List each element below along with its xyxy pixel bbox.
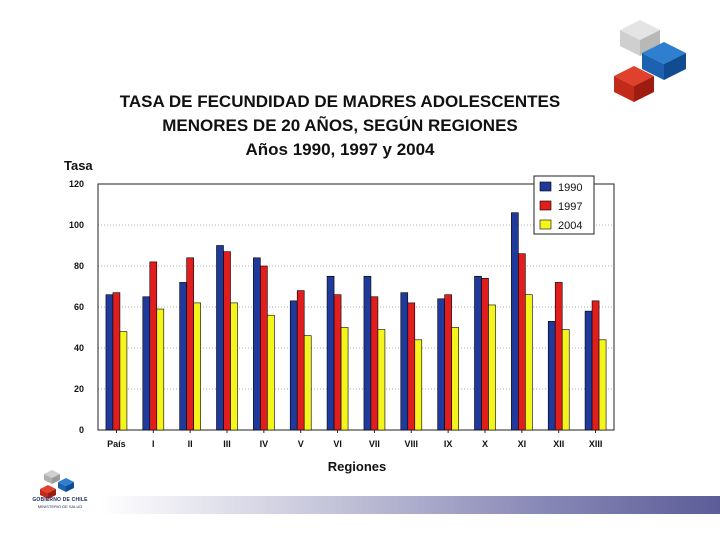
bar-1990-III [216, 245, 224, 431]
x-tick-label: I [152, 439, 155, 449]
bar-1997-VI [333, 294, 342, 431]
bar-1990-II [179, 282, 187, 431]
y-tick-label: 80 [74, 261, 84, 271]
bar-2004-XI [525, 294, 533, 431]
legend-swatch-1990 [539, 181, 552, 192]
bar-1990-XIII [584, 310, 593, 431]
bar-1990-País [105, 294, 114, 431]
bar-2004-III [230, 302, 238, 431]
x-tick-label: XI [518, 439, 527, 449]
legend-swatch-1997 [539, 200, 552, 211]
government-name: GOBIERNO DE CHILE [32, 497, 88, 503]
chart-subtitle: Años 1990, 1997 y 2004 [245, 140, 435, 159]
legend-swatch-2004 [539, 219, 552, 230]
bar-1990-V [289, 300, 298, 431]
x-tick-label: VIII [405, 439, 419, 449]
y-tick-label: 60 [74, 302, 84, 312]
bar-1997-III [223, 251, 231, 431]
bar-1990-XII [547, 321, 556, 431]
bar-1997-VIII [407, 302, 416, 431]
chile-government-cubes-icon [614, 20, 686, 102]
bar-1997-IX [444, 294, 452, 431]
x-tick-label: IV [260, 439, 269, 449]
bar-1990-X [474, 275, 482, 431]
bar-1990-XI [511, 212, 519, 431]
bar-1997-IV [260, 265, 268, 431]
x-tick-label: II [188, 439, 193, 449]
legend-label-2004: 2004 [558, 220, 582, 232]
bar-1997-XIII [591, 300, 600, 431]
bar-2004-País [119, 331, 128, 431]
legend-label-1990: 1990 [558, 182, 582, 194]
bar-1990-IV [253, 257, 261, 431]
bar-2004-VIII [414, 339, 423, 431]
x-tick-label: XIII [589, 439, 603, 449]
bar-2004-VII [377, 329, 386, 431]
chart-title-line1: TASA DE FECUNDIDAD DE MADRES ADOLESCENTE… [119, 92, 561, 111]
y-axis-label: Tasa [64, 158, 93, 173]
bar-1990-IX [437, 298, 445, 431]
chart-title-line2: MENORES DE 20 AÑOS, SEGÚN REGIONES [162, 116, 518, 135]
bar-1990-VII [363, 275, 372, 431]
y-tick-label: 40 [74, 343, 84, 353]
legend-label-1997: 1997 [558, 201, 582, 213]
x-tick-label: VII [369, 439, 380, 449]
x-tick-label: X [482, 439, 488, 449]
bar-1990-I [142, 296, 151, 431]
bar-2004-II [193, 302, 201, 431]
bar-1990-VI [326, 275, 335, 431]
gobierno-de-chile-logo-icon [40, 470, 74, 499]
bar-2004-IX [451, 327, 459, 431]
bar-2004-X [488, 304, 496, 431]
x-tick-label: País [107, 439, 126, 449]
y-tick-label: 0 [79, 425, 84, 435]
bar-1997-VII [370, 296, 379, 431]
bar-2004-XII [561, 329, 570, 431]
x-tick-label: III [223, 439, 231, 449]
bar-1997-II [186, 257, 194, 431]
bar-1997-X [481, 277, 489, 431]
bar-1997-País [112, 292, 121, 431]
x-tick-label: VI [333, 439, 342, 449]
x-tick-label: XII [553, 439, 564, 449]
x-tick-label: V [298, 439, 304, 449]
bar-2004-XIII [598, 339, 607, 431]
bar-2004-I [156, 308, 165, 431]
footer-gradient-bar [100, 496, 720, 514]
bar-1997-I [149, 261, 158, 431]
y-tick-label: 120 [69, 179, 84, 189]
bar-1997-V [296, 290, 305, 431]
bar-2004-VI [340, 327, 349, 431]
ministry-name: MINISTERIO DE SALUD [37, 504, 83, 509]
x-tick-label: IX [444, 439, 453, 449]
plot-frame [97, 183, 615, 431]
bar-1997-XI [518, 253, 526, 431]
y-tick-label: 20 [74, 384, 84, 394]
x-axis-label: Regiones [328, 459, 387, 474]
bar-1997-XII [554, 282, 563, 431]
bar-2004-IV [267, 314, 275, 431]
bar-1990-VIII [400, 292, 409, 431]
bar-2004-V [303, 335, 312, 431]
y-tick-label: 100 [69, 220, 84, 230]
